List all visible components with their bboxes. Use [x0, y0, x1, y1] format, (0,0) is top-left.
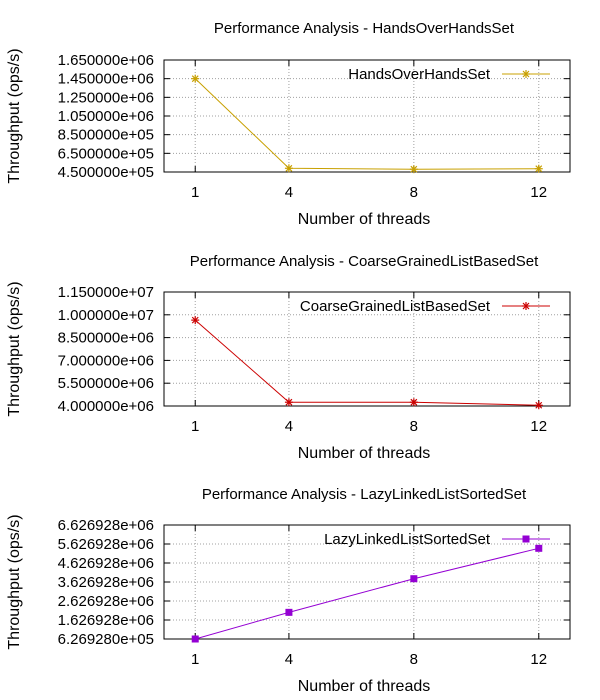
y-axis-label: Throughput (ops/s) [6, 514, 23, 649]
x-tick-label: 8 [410, 184, 418, 201]
legend-marker [522, 535, 530, 543]
data-point [410, 575, 418, 583]
data-point [191, 74, 200, 83]
chart-panel-3: Performance Analysis - LazyLinkedListSor… [6, 486, 571, 695]
x-tick-label: 12 [530, 418, 547, 435]
data-point [409, 398, 418, 407]
series-line [195, 547, 539, 640]
data-point [535, 544, 543, 552]
plot-frame [163, 291, 571, 407]
legend-marker [522, 302, 530, 310]
x-tick-label: 1 [191, 184, 199, 201]
legend-label: CoarseGrainedListBasedSet [300, 298, 491, 315]
x-axis-label: Number of threads [298, 678, 431, 695]
data-point [191, 635, 199, 643]
x-tick-label: 8 [410, 651, 418, 668]
legend-marker [522, 70, 530, 78]
data-point [534, 401, 543, 410]
y-tick-label: 5.626928e+06 [58, 536, 154, 553]
y-tick-label: 8.500000e+05 [58, 127, 154, 144]
series-line [194, 319, 539, 406]
data-point [191, 316, 200, 325]
data-point [284, 398, 293, 407]
x-tick-label: 12 [530, 651, 547, 668]
x-tick-label: 8 [410, 418, 418, 435]
y-tick-label: 4.000000e+06 [58, 398, 154, 415]
data-point [285, 608, 293, 616]
y-axis-label: Throughput (ops/s) [6, 48, 23, 183]
x-tick-label: 12 [530, 184, 547, 201]
x-tick-label: 1 [191, 418, 199, 435]
data-point [409, 165, 418, 174]
y-tick-label: 6.269280e+05 [58, 631, 154, 648]
y-tick-label: 6.500000e+05 [58, 145, 154, 162]
y-tick-label: 2.626928e+06 [58, 593, 154, 610]
y-tick-label: 4.500000e+05 [58, 164, 154, 181]
legend-label: LazyLinkedListSortedSet [324, 531, 491, 548]
data-point [534, 164, 543, 173]
y-tick-label: 3.626928e+06 [58, 574, 154, 591]
x-tick-label: 1 [191, 651, 199, 668]
y-tick-label: 1.626928e+06 [58, 612, 154, 629]
y-tick-label: 1.650000e+06 [58, 52, 154, 69]
x-tick-label: 4 [285, 418, 293, 435]
y-tick-label: 1.050000e+06 [58, 108, 154, 125]
data-point [284, 164, 293, 173]
y-tick-label: 1.450000e+06 [58, 71, 154, 88]
series-line [194, 78, 539, 170]
y-tick-label: 5.500000e+06 [58, 375, 154, 392]
y-tick-label: 1.150000e+07 [58, 284, 154, 301]
legend-label: HandsOverHandsSet [348, 66, 491, 83]
chart-title: Performance Analysis - HandsOverHandsSet [214, 20, 515, 37]
x-tick-label: 4 [285, 651, 293, 668]
x-axis-label: Number of threads [298, 445, 431, 462]
chart-title: Performance Analysis - CoarseGrainedList… [190, 253, 539, 270]
x-axis-label: Number of threads [298, 211, 431, 228]
chart-title: Performance Analysis - LazyLinkedListSor… [202, 486, 527, 503]
chart-panel-2: Performance Analysis - CoarseGrainedList… [6, 253, 571, 462]
y-axis-label: Throughput (ops/s) [6, 281, 23, 416]
y-tick-label: 7.000000e+06 [58, 352, 154, 369]
y-tick-label: 1.000000e+07 [58, 307, 154, 324]
y-tick-label: 4.626928e+06 [58, 555, 154, 572]
x-tick-label: 4 [285, 184, 293, 201]
y-tick-label: 6.626928e+06 [58, 517, 154, 534]
y-tick-label: 1.250000e+06 [58, 89, 154, 106]
chart-panel-1: Performance Analysis - HandsOverHandsSet… [6, 20, 571, 228]
y-tick-label: 8.500000e+06 [58, 330, 154, 347]
